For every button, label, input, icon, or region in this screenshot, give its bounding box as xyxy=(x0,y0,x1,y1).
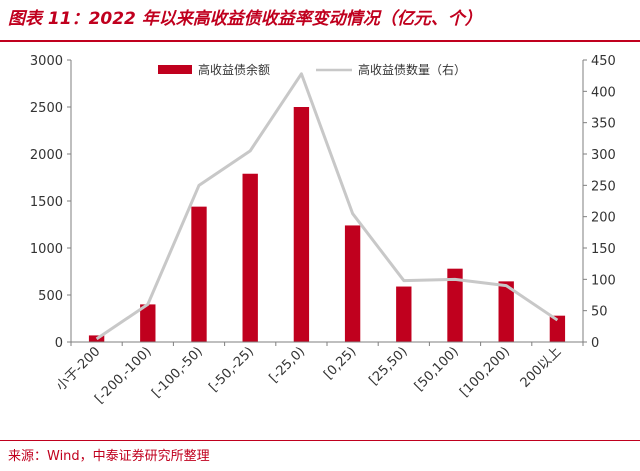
right-tick-label: 300 xyxy=(591,148,616,163)
left-tick-label: 3000 xyxy=(30,54,63,69)
right-tick-label: 0 xyxy=(591,336,599,351)
left-tick-label: 500 xyxy=(38,289,63,304)
chart: 0 500 1000 1500 2000 2500 3000 0 50 100 150 200 250 3… xyxy=(30,54,616,407)
bar xyxy=(293,107,310,342)
x-tick-label: 200以上 xyxy=(518,344,565,391)
x-tick-label: 小于-200 xyxy=(54,344,104,394)
x-tick-label: [-100,-50) xyxy=(149,344,206,401)
right-tick-label: 100 xyxy=(591,273,616,288)
x-tick-label: [25,50) xyxy=(367,344,411,388)
left-tick-label: 2000 xyxy=(30,148,63,163)
bar xyxy=(447,268,463,342)
left-tick-label: 1000 xyxy=(30,242,63,257)
x-tick-label: [100,200) xyxy=(457,344,513,400)
legend-line-label: 高收益债数量（右） xyxy=(358,62,466,77)
legend-bar-label: 高收益债余额 xyxy=(198,62,270,77)
title-divider xyxy=(0,40,640,42)
bar xyxy=(498,281,514,342)
x-tick-label: [50,100) xyxy=(412,344,462,394)
x-tick-label: [-50,-25) xyxy=(206,344,257,395)
right-tick-label: 150 xyxy=(591,242,616,257)
right-tick-label: 350 xyxy=(591,117,616,132)
legend: 高收益债余额 高收益债数量（右） xyxy=(158,62,466,77)
right-tick-label: 50 xyxy=(591,305,608,320)
footer-divider xyxy=(0,440,640,441)
legend-bar-swatch xyxy=(158,65,192,74)
bar xyxy=(242,173,258,342)
left-tick-label: 1500 xyxy=(30,195,63,210)
x-tick-label: [-25,0) xyxy=(267,344,309,386)
right-tick-label: 250 xyxy=(591,179,616,194)
plot-area: 0 500 1000 1500 2000 2500 3000 0 50 100 150 200 250 3… xyxy=(30,54,616,407)
x-tick-label: [0,25) xyxy=(321,344,359,382)
source-note: 来源：Wind，中泰证券研究所整理 xyxy=(8,449,210,464)
bar xyxy=(396,286,412,342)
right-tick-label: 400 xyxy=(591,85,616,100)
right-tick-label: 450 xyxy=(591,54,616,69)
bar xyxy=(344,225,361,342)
right-tick-label: 200 xyxy=(591,211,616,226)
bar xyxy=(191,206,207,342)
bar xyxy=(549,315,566,342)
bar xyxy=(140,304,156,342)
left-tick-label: 2500 xyxy=(30,101,63,116)
left-tick-label: 0 xyxy=(55,336,63,351)
count-line xyxy=(95,72,559,341)
chart-title: 图表 11：2022 年以来高收益债收益率变动情况（亿元、个） xyxy=(8,9,482,29)
